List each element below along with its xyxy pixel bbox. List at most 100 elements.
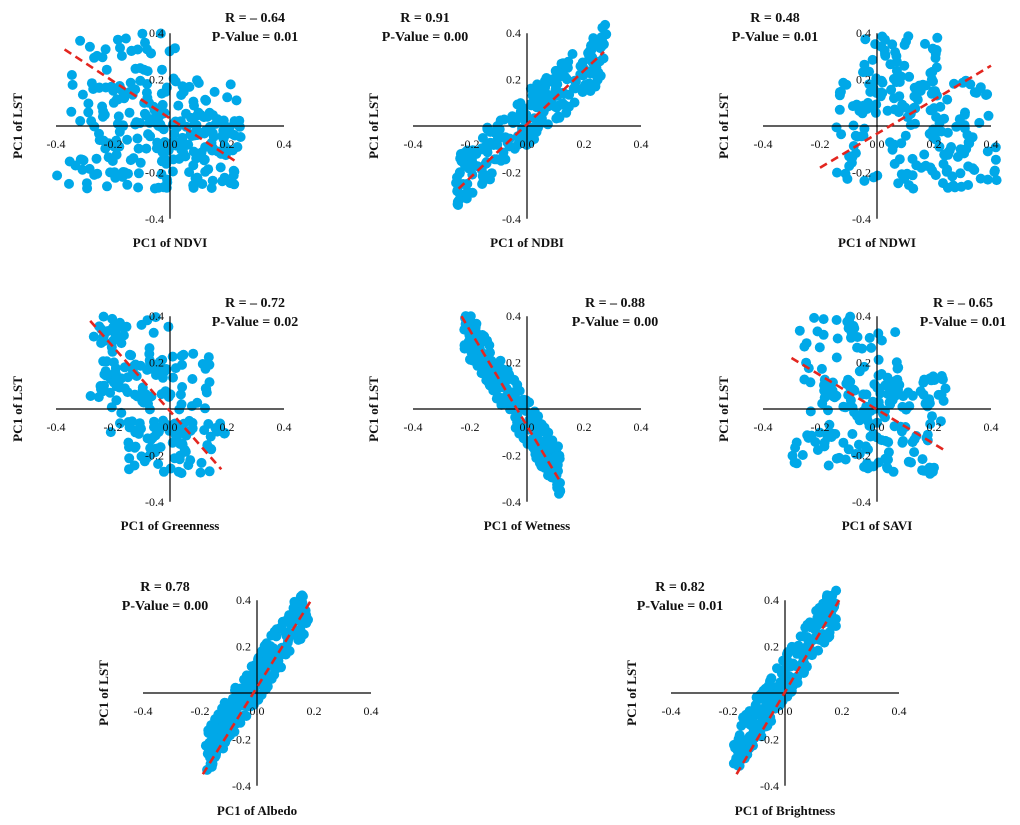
- ndwi-y-tick-label: -0.4: [852, 212, 871, 226]
- ndwi-point: [982, 89, 993, 100]
- ndvi-point: [84, 163, 95, 174]
- greenness-point: [157, 372, 168, 383]
- greenness-point: [185, 455, 196, 466]
- brightness-y-tick-label: -0.4: [760, 779, 779, 793]
- albedo-point: [276, 623, 287, 634]
- wetness-trend-line: [460, 315, 563, 484]
- ndwi-point: [949, 182, 960, 193]
- albedo-point: [256, 689, 267, 700]
- wetness-point: [488, 379, 499, 390]
- albedo-y-tick-label: 0.2: [236, 640, 251, 654]
- ndbi-point: [460, 160, 470, 171]
- ndwi-point: [947, 171, 958, 182]
- ndbi-point: [479, 144, 490, 155]
- savi-point: [896, 426, 907, 437]
- ndwi-point: [990, 154, 1001, 165]
- greenness-point: [98, 356, 109, 367]
- ndvi-y-tick-label: -0.2: [145, 165, 164, 179]
- ndbi-x-tick-label: -0.4: [404, 137, 423, 151]
- ndvi-point: [92, 50, 102, 61]
- ndvi-x-axis-label: PC1 of NDVI: [133, 235, 207, 250]
- ndvi-trend-line: [63, 48, 240, 165]
- savi-point: [917, 454, 928, 465]
- ndvi-point: [94, 82, 105, 93]
- ndvi-point: [64, 178, 74, 189]
- savi-point: [848, 384, 859, 395]
- ndvi-point: [113, 111, 124, 122]
- ndbi-point: [597, 22, 608, 33]
- ndvi-y-axis-label: PC1 of LST: [10, 93, 25, 159]
- ndvi-point: [177, 81, 188, 92]
- ndwi-point: [990, 142, 1001, 153]
- savi-point: [909, 434, 920, 445]
- ndwi-point: [896, 71, 907, 82]
- greenness-point: [176, 351, 187, 361]
- savi-point: [843, 444, 854, 455]
- albedo-y-tick-label: -0.4: [232, 779, 251, 793]
- wetness-point: [529, 445, 540, 455]
- wetness-x-tick-label: 0.2: [577, 420, 592, 434]
- ndbi-point: [596, 32, 607, 43]
- ndvi-point: [117, 120, 128, 131]
- ndwi-point: [850, 148, 861, 159]
- greenness-point: [116, 338, 127, 349]
- ndvi-point: [106, 81, 117, 92]
- ndwi-point: [890, 47, 901, 58]
- savi-point: [822, 432, 833, 443]
- savi-point: [864, 332, 875, 343]
- greenness-point: [121, 321, 132, 332]
- ndvi-x-tick-label: 0.4: [277, 137, 292, 151]
- greenness-point: [107, 346, 118, 357]
- ndwi-point: [939, 113, 950, 124]
- brightness-point: [806, 649, 817, 660]
- savi-point: [832, 333, 843, 344]
- ndwi-point: [919, 149, 930, 160]
- ndbi-point: [492, 139, 503, 150]
- savi-point: [859, 461, 870, 472]
- ndwi-point: [887, 39, 898, 50]
- brightness-x-tick-label: -0.4: [662, 704, 681, 718]
- wetness-point: [543, 427, 554, 438]
- ndwi-point: [875, 87, 886, 98]
- ndvi-point: [84, 41, 95, 52]
- savi-point: [816, 363, 827, 374]
- savi-point: [803, 432, 814, 443]
- ndwi-point: [870, 107, 881, 118]
- savi-x-tick-label: -0.4: [754, 420, 773, 434]
- greenness-point: [187, 374, 198, 384]
- ndvi-point: [215, 162, 226, 173]
- ndwi-point: [886, 84, 897, 95]
- savi-point: [819, 374, 830, 385]
- savi-point: [890, 327, 901, 338]
- ndbi-point: [485, 174, 495, 185]
- greenness-point: [105, 427, 116, 438]
- ndvi-point: [133, 182, 144, 193]
- albedo-r-value: R = 0.78: [140, 580, 190, 595]
- savi-r-value: R = – 0.65: [933, 296, 993, 311]
- ndvi-point: [201, 95, 212, 106]
- savi-point: [843, 323, 854, 334]
- savi-point: [787, 450, 798, 461]
- ndbi-y-axis-label: PC1 of LST: [366, 93, 381, 159]
- savi-point: [845, 395, 856, 406]
- albedo-point: [246, 693, 257, 703]
- greenness-point: [88, 331, 99, 342]
- greenness-x-tick-label: 0.0: [163, 420, 178, 434]
- ndvi-point: [155, 119, 166, 130]
- savi-point: [889, 421, 900, 432]
- ndbi-point: [494, 124, 505, 135]
- wetness-x-tick-label: -0.4: [404, 420, 423, 434]
- ndwi-point: [962, 129, 973, 140]
- savi-point: [925, 419, 936, 429]
- ndvi-point: [133, 168, 144, 179]
- brightness-point: [821, 601, 832, 612]
- ndvi-point: [183, 139, 194, 150]
- savi-point: [818, 329, 829, 340]
- savi-point: [823, 405, 833, 416]
- greenness-point: [100, 366, 111, 377]
- ndwi-points: [831, 31, 1002, 194]
- ndbi-point: [467, 187, 478, 198]
- greenness-point: [99, 336, 110, 347]
- savi-point: [883, 447, 894, 458]
- greenness-point: [107, 313, 118, 324]
